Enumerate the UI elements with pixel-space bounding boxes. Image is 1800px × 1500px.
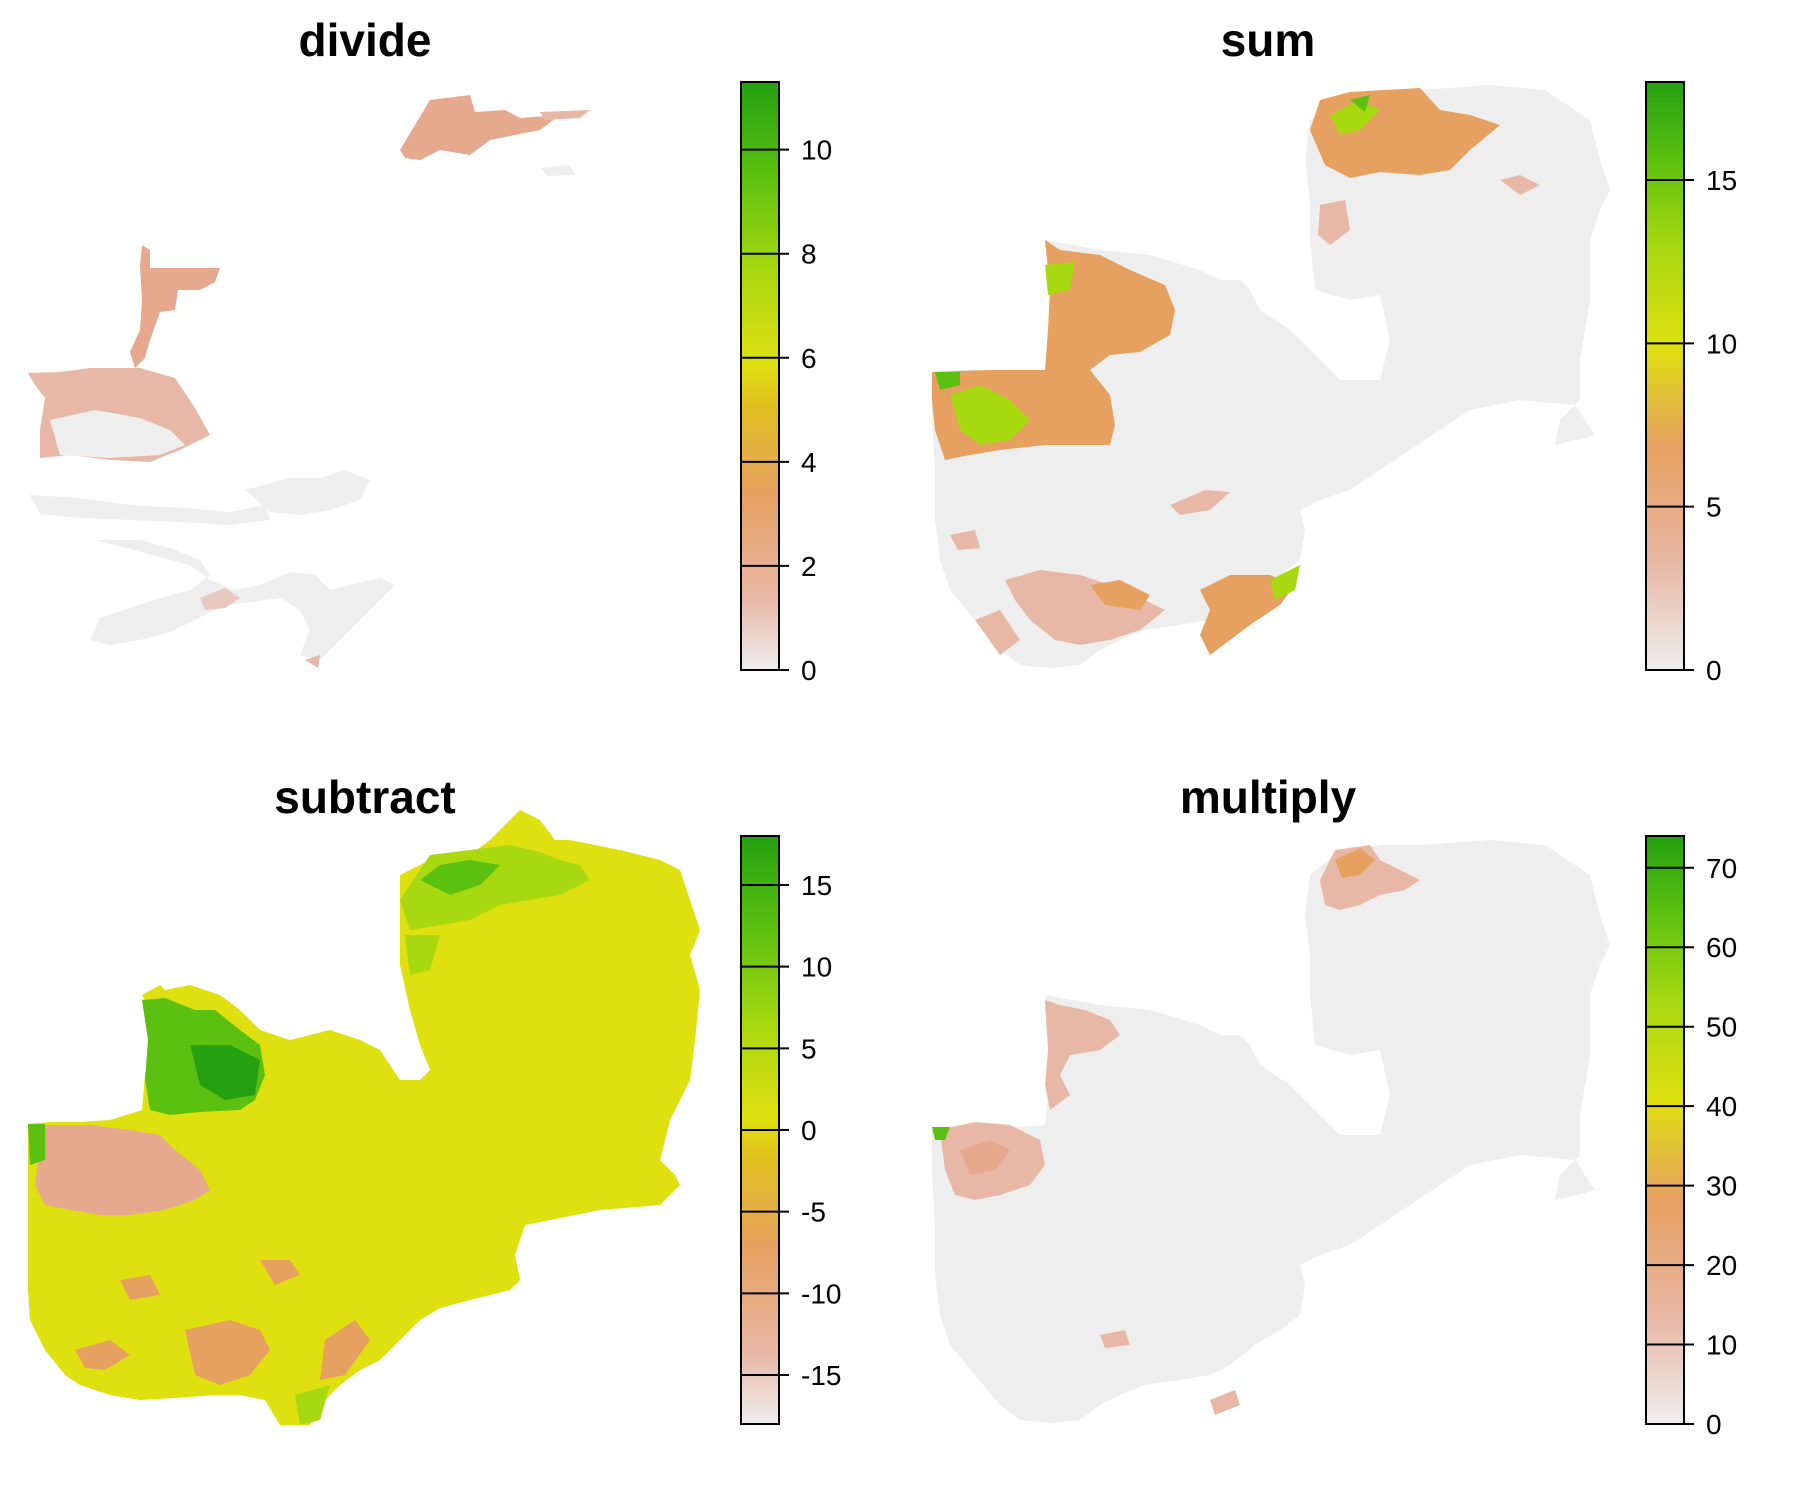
colorbar-tick-label: 10 bbox=[801, 135, 832, 166]
map-patch bbox=[1270, 565, 1300, 600]
map-patch bbox=[35, 1125, 210, 1215]
panel-multiply: multiply 0 10 20 30 40 50 60 70 bbox=[932, 771, 1737, 1440]
country-outline bbox=[932, 85, 1610, 668]
map-subtract bbox=[28, 810, 700, 1425]
colorbar-tick-label: 0 bbox=[1706, 655, 1722, 686]
colorbar-tick-label: 0 bbox=[801, 655, 817, 686]
colorbar-tick-label: -10 bbox=[801, 1278, 841, 1309]
map-patch bbox=[420, 860, 500, 895]
legend-multiply: 0 10 20 30 40 50 60 70 bbox=[1645, 835, 1737, 1440]
colorbar-tick-label: 5 bbox=[1706, 492, 1722, 523]
colorbar-ticks: -15 -10 -5 0 5 10 15 bbox=[741, 870, 841, 1391]
colorbar-tick-label: 40 bbox=[1706, 1091, 1737, 1122]
colorbar bbox=[1645, 81, 1685, 671]
map-patch bbox=[1318, 200, 1350, 245]
map-patch bbox=[960, 1140, 1010, 1175]
colorbar-ticks: 0 5 10 15 bbox=[1646, 165, 1737, 686]
colorbar-tick-label: 15 bbox=[1706, 165, 1737, 196]
map-patch bbox=[935, 372, 960, 390]
map-patch bbox=[245, 470, 370, 515]
country-outline bbox=[932, 840, 1610, 1423]
map-patch bbox=[405, 935, 440, 975]
colorbar-tick-label: 20 bbox=[1706, 1250, 1737, 1281]
map-patch bbox=[950, 530, 980, 550]
colorbar-tick-label: 5 bbox=[801, 1033, 817, 1064]
legend-subtract: -15 -10 -5 0 5 10 15 bbox=[740, 835, 841, 1425]
map-patch bbox=[90, 540, 395, 660]
legend-sum: 0 5 10 15 bbox=[1645, 81, 1737, 686]
colorbar-tick-label: 8 bbox=[801, 239, 817, 270]
colorbar bbox=[1645, 835, 1685, 1425]
map-sum bbox=[932, 85, 1610, 668]
map-patch bbox=[975, 610, 1020, 655]
map-patch bbox=[295, 1385, 330, 1425]
map-multiply bbox=[932, 840, 1610, 1423]
map-patch bbox=[120, 1275, 160, 1300]
map-patch bbox=[400, 95, 560, 160]
panel-divide: divide 0 2 4 6 8 10 bbox=[28, 14, 832, 686]
map-patch bbox=[320, 1320, 370, 1380]
map-patch bbox=[1210, 1390, 1240, 1415]
colorbar-ticks: 0 2 4 6 8 10 bbox=[741, 135, 832, 686]
colorbar-tick-label: -5 bbox=[801, 1197, 826, 1228]
colorbar-tick-label: 6 bbox=[801, 343, 817, 374]
colorbar-tick-label: 2 bbox=[801, 551, 817, 582]
map-patch bbox=[540, 110, 590, 120]
colorbar-tick-label: 60 bbox=[1706, 932, 1737, 963]
map-patch bbox=[932, 1127, 950, 1140]
colorbar-tick-label: 50 bbox=[1706, 1012, 1737, 1043]
map-patch bbox=[260, 1260, 300, 1285]
panel-title-multiply: multiply bbox=[1180, 771, 1357, 823]
map-patch bbox=[1045, 1000, 1120, 1110]
map-patch bbox=[190, 1045, 260, 1100]
colorbar-tick-label: 0 bbox=[1706, 1409, 1722, 1440]
colorbar-tick-label: 4 bbox=[801, 447, 817, 478]
map-patch bbox=[185, 1320, 270, 1385]
legend-divide: 0 2 4 6 8 10 bbox=[740, 81, 832, 686]
map-patch bbox=[305, 655, 320, 668]
map-patch bbox=[1350, 95, 1370, 112]
map-patch bbox=[200, 588, 240, 610]
map-patch bbox=[540, 165, 575, 176]
country-outline bbox=[28, 810, 700, 1425]
colorbar-tick-label: 70 bbox=[1706, 853, 1737, 884]
map-patch bbox=[1330, 100, 1380, 135]
map-patch bbox=[1090, 580, 1150, 610]
panel-subtract: subtract -15 -10 -5 0 5 10 15 bbox=[28, 771, 841, 1425]
colorbar-tick-label: -15 bbox=[801, 1360, 841, 1391]
colorbar-tick-label: 0 bbox=[801, 1115, 817, 1146]
panel-title-subtract: subtract bbox=[274, 771, 455, 823]
panel-title-divide: divide bbox=[299, 14, 432, 66]
colorbar-tick-label: 10 bbox=[801, 952, 832, 983]
map-patch bbox=[28, 1124, 45, 1165]
map-patch bbox=[1500, 175, 1540, 195]
map-patch bbox=[1045, 262, 1075, 295]
map-patch bbox=[1200, 575, 1295, 655]
panel-title-sum: sum bbox=[1221, 14, 1316, 66]
map-patch bbox=[1100, 1330, 1130, 1348]
map-patch bbox=[1170, 490, 1230, 515]
map-patch bbox=[30, 495, 270, 525]
colorbar bbox=[740, 81, 780, 671]
map-divide bbox=[28, 95, 590, 668]
colorbar-tick-label: 30 bbox=[1706, 1171, 1737, 1202]
colorbar-tick-label: 10 bbox=[1706, 328, 1737, 359]
map-patch bbox=[130, 245, 220, 368]
map-patch bbox=[50, 410, 185, 458]
map-patch bbox=[75, 1340, 130, 1370]
map-patch bbox=[1005, 570, 1165, 645]
colorbar-tick-label: 10 bbox=[1706, 1330, 1737, 1361]
map-patch bbox=[1335, 848, 1375, 878]
colorbar-ticks: 0 10 20 30 40 50 60 70 bbox=[1646, 853, 1737, 1440]
panel-sum: sum 0 5 10 15 bbox=[932, 14, 1737, 686]
map-patch bbox=[950, 385, 1030, 445]
colorbar-tick-label: 15 bbox=[801, 870, 832, 901]
